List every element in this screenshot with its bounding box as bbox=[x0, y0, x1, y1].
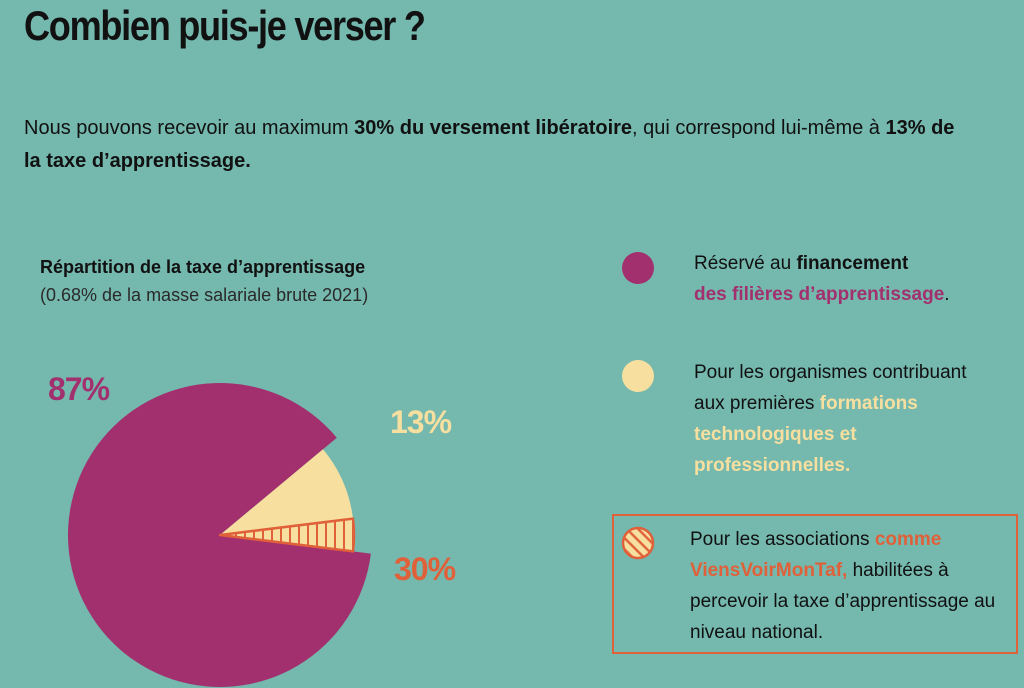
page-title: Combien puis-je verser ? bbox=[24, 2, 426, 49]
magenta-swatch-icon bbox=[622, 252, 654, 284]
legend-item-associations: Pour les associations comme ViensVoirMon… bbox=[690, 524, 1005, 648]
pie-slice-30-of-13 bbox=[218, 517, 356, 553]
legend-item-financement: Réservé au financement des filières d’ap… bbox=[694, 248, 994, 310]
pie-chart: 87% 13% 30% bbox=[48, 371, 457, 687]
legend-highlight: des filières d’apprentissage bbox=[694, 284, 945, 305]
chart-subtitle: (0.68% de la masse salariale brute 2021) bbox=[40, 285, 369, 305]
hatched-swatch-icon bbox=[621, 526, 655, 560]
pie-label-30: 30% bbox=[394, 551, 456, 587]
legend-text: Réservé au bbox=[694, 253, 797, 274]
legend-box-associations bbox=[612, 514, 1018, 654]
legend-end: . bbox=[944, 284, 950, 305]
pie-slice-13 bbox=[220, 449, 353, 535]
pie-label-13: 13% bbox=[390, 404, 452, 440]
legend-bold: financement bbox=[796, 253, 909, 274]
intro-highlight-taxe: 13% de la taxe d’apprentissage. bbox=[24, 117, 955, 172]
intro-text: Nous pouvons recevoir au maximum bbox=[24, 117, 355, 139]
intro-text-2: , qui correspond lui-même à bbox=[632, 117, 886, 139]
legend-highlight: comme ViensVoirMonTaf, bbox=[690, 529, 942, 581]
legend-highlight: formations technologiques et professionn… bbox=[694, 393, 918, 476]
intro-highlight-versement: 30% du versement libératoire bbox=[354, 117, 633, 139]
cream-swatch-icon bbox=[622, 360, 654, 392]
legend-text: Pour les organismes contribuant aux prem… bbox=[694, 362, 967, 414]
chart-header: Répartition de la taxe d’apprentissage (… bbox=[40, 254, 368, 310]
chart-title: Répartition de la taxe d’apprentissage bbox=[40, 257, 366, 277]
legend-end: habilitées à percevoir la taxe d’apprent… bbox=[690, 560, 996, 643]
pie-label-87: 87% bbox=[48, 371, 110, 407]
legend-item-formations: Pour les organismes contribuant aux prem… bbox=[694, 357, 994, 481]
legend-text: Pour les associations bbox=[690, 529, 875, 550]
intro-paragraph: Nous pouvons recevoir au maximum 30% du … bbox=[24, 112, 964, 178]
